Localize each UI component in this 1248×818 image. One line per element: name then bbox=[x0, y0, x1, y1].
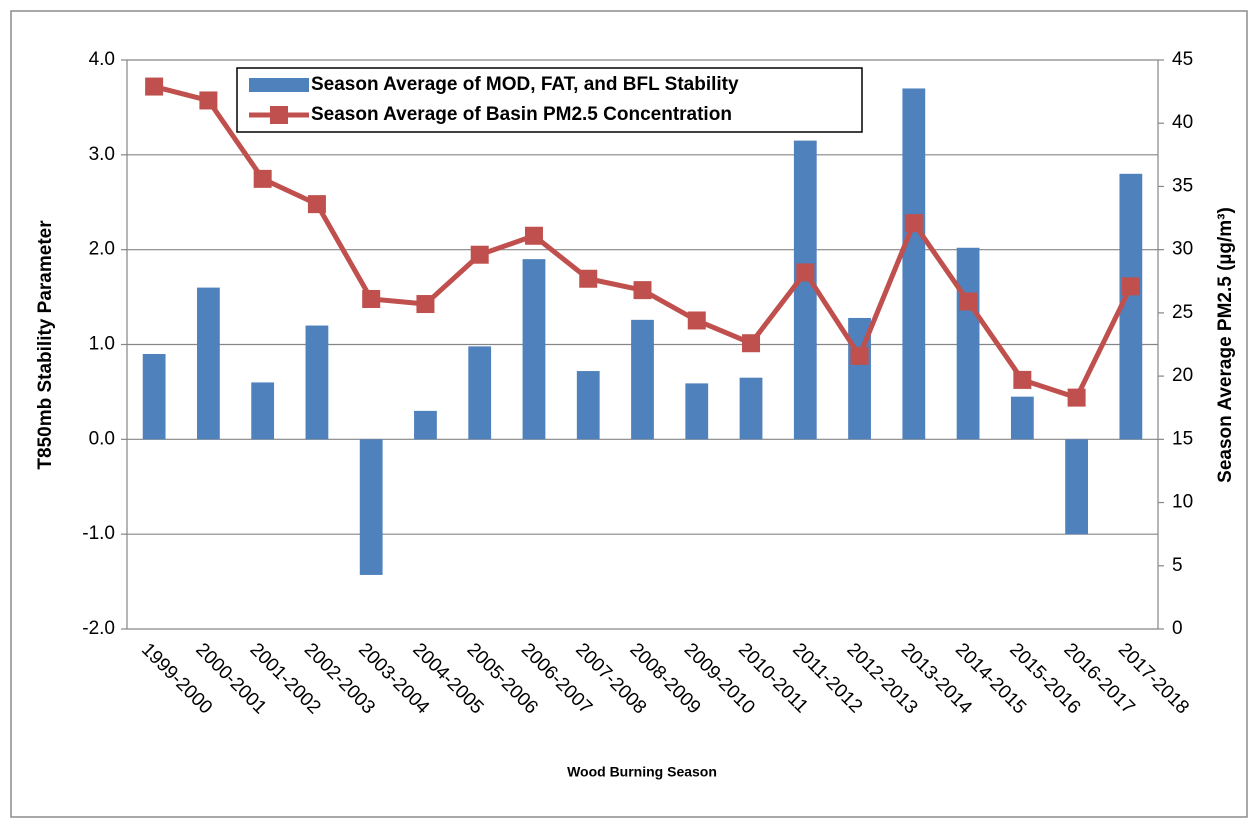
bar bbox=[305, 325, 329, 440]
line-marker bbox=[633, 281, 652, 300]
line-marker bbox=[687, 311, 706, 330]
y2-tick-label: 45 bbox=[1172, 49, 1193, 70]
bar bbox=[468, 346, 492, 440]
legend: Season Average of MOD, FAT, and BFL Stab… bbox=[236, 67, 863, 133]
line-marker bbox=[959, 292, 978, 311]
bar bbox=[902, 88, 926, 440]
y2-tick-label: 25 bbox=[1172, 302, 1193, 323]
y2-tick-label: 40 bbox=[1172, 112, 1193, 133]
line-marker bbox=[362, 289, 381, 308]
y2-tick-label: 30 bbox=[1172, 239, 1193, 260]
y-tick-label: 3.0 bbox=[89, 144, 115, 165]
bar bbox=[142, 353, 166, 440]
y2-tick-label: 10 bbox=[1172, 492, 1193, 513]
bar bbox=[956, 247, 980, 440]
bar bbox=[522, 259, 546, 440]
line-marker bbox=[1013, 370, 1032, 389]
y2-axis-title: Season Average PM2.5 (µg/m³) bbox=[1215, 207, 1236, 483]
y2-tick-label: 35 bbox=[1172, 175, 1193, 196]
line-marker bbox=[850, 346, 869, 365]
x-axis-title: Wood Burning Season bbox=[567, 764, 717, 780]
bar bbox=[685, 383, 709, 440]
y2-tick-label: 5 bbox=[1172, 555, 1183, 576]
y-tick-label: -2.0 bbox=[82, 618, 115, 639]
legend-label: Season Average of MOD, FAT, and BFL Stab… bbox=[311, 74, 739, 95]
y-tick-label: 1.0 bbox=[89, 334, 115, 355]
line-marker bbox=[307, 195, 326, 214]
bar bbox=[1119, 173, 1143, 440]
line-marker bbox=[416, 295, 435, 314]
y-tick-label: 2.0 bbox=[89, 239, 115, 260]
bar bbox=[414, 410, 437, 440]
y-axis-title: T850mb Stability Parameter bbox=[35, 220, 56, 470]
y-tick-label: -1.0 bbox=[82, 523, 115, 544]
bar bbox=[1065, 439, 1089, 535]
y2-tick-label: 15 bbox=[1172, 428, 1193, 449]
y2-tick-label: 0 bbox=[1172, 618, 1183, 639]
legend-box bbox=[236, 67, 863, 133]
line-marker bbox=[199, 91, 218, 110]
y-tick-label: 0.0 bbox=[89, 428, 115, 449]
legend-swatch bbox=[249, 78, 309, 92]
bar bbox=[793, 140, 817, 440]
bar bbox=[739, 377, 763, 440]
bar bbox=[576, 371, 600, 440]
legend-label: Season Average of Basin PM2.5 Concentrat… bbox=[311, 104, 732, 125]
line-marker bbox=[524, 226, 543, 245]
y2-tick-label: 20 bbox=[1172, 365, 1193, 386]
line-marker bbox=[579, 269, 598, 288]
line-marker bbox=[904, 214, 923, 233]
line-marker bbox=[1121, 277, 1140, 296]
line-marker bbox=[742, 334, 761, 353]
bar bbox=[196, 287, 220, 440]
y-tick-label: 4.0 bbox=[89, 49, 115, 70]
bar bbox=[631, 319, 654, 440]
bar bbox=[251, 382, 275, 440]
line-marker bbox=[253, 169, 272, 188]
line-marker bbox=[796, 263, 815, 282]
line-marker bbox=[1067, 388, 1086, 407]
line-marker bbox=[470, 245, 489, 264]
line-marker bbox=[145, 77, 164, 96]
bar bbox=[359, 439, 383, 575]
bar bbox=[1010, 396, 1034, 440]
legend-marker bbox=[270, 106, 288, 124]
